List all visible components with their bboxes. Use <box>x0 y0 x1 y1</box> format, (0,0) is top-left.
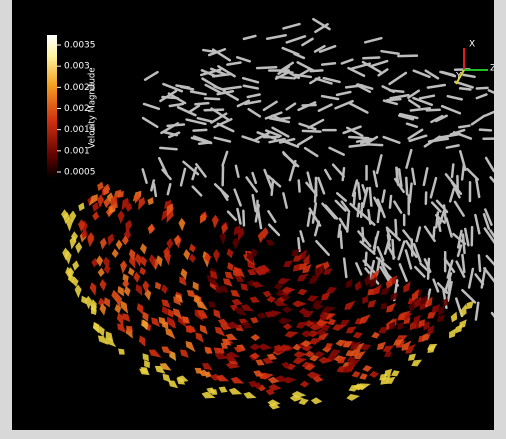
white-glyph <box>243 211 244 226</box>
y-label: Y <box>455 72 462 82</box>
white-glyph <box>341 232 342 248</box>
white-glyph <box>395 220 396 236</box>
colorbar-tick-label: 0.0015 <box>64 125 96 135</box>
white-glyph <box>303 131 320 132</box>
white-glyph <box>358 183 360 199</box>
white-glyph <box>347 214 349 232</box>
white-glyph <box>322 63 335 64</box>
white-glyph <box>393 240 394 259</box>
white-glyph <box>459 126 469 128</box>
white-glyph <box>406 178 407 194</box>
white-glyph <box>354 193 355 205</box>
white-glyph <box>366 253 367 265</box>
colorbar-tick-label: 0.003 <box>64 62 90 72</box>
white-glyph <box>480 130 491 131</box>
white-glyph <box>272 180 273 195</box>
white-glyph <box>477 88 488 89</box>
white-glyph <box>390 196 391 208</box>
white-glyph <box>449 279 450 290</box>
z-label: Z <box>490 64 494 74</box>
white-glyph <box>194 130 207 131</box>
white-glyph <box>349 137 368 138</box>
colorbar-tick-label: 0.002 <box>64 104 90 114</box>
white-glyph <box>370 188 372 206</box>
white-glyph <box>388 235 390 246</box>
screenshot: Velocity Magnitude X Z Y 0.00350.0030.00… <box>0 0 506 439</box>
colorbar-tick-label: 0.0025 <box>64 83 96 93</box>
white-glyph <box>160 148 176 149</box>
colorbar-tick-label: 0.0035 <box>64 41 96 51</box>
white-glyph <box>362 228 363 241</box>
white-glyph <box>339 225 341 237</box>
white-glyph <box>452 165 453 177</box>
white-glyph <box>299 180 300 191</box>
white-glyph <box>195 103 208 104</box>
white-glyph <box>277 77 292 78</box>
white-glyph <box>427 110 440 111</box>
white-glyph <box>412 239 413 255</box>
colorbar <box>47 35 57 178</box>
white-glyph <box>205 110 223 111</box>
render-view: Velocity Magnitude X Z Y 0.00350.0030.00… <box>12 0 494 430</box>
colorbar-tick-label: 0.0005 <box>64 168 96 178</box>
white-glyph <box>298 238 299 251</box>
white-glyph <box>368 144 382 145</box>
colorbar-tick-label: 0.001 <box>64 146 90 156</box>
white-glyph <box>363 57 379 58</box>
white-glyph <box>479 255 480 271</box>
white-glyph <box>205 98 219 99</box>
white-glyph <box>387 99 400 100</box>
white-glyph <box>203 50 213 52</box>
x-label: X <box>469 40 475 50</box>
white-glyph <box>434 227 435 237</box>
white-glyph <box>278 118 289 119</box>
white-glyph <box>396 168 398 185</box>
white-glyph <box>257 67 276 68</box>
white-glyph <box>361 203 362 216</box>
white-glyph <box>199 142 210 143</box>
white-glyph <box>378 207 380 222</box>
white-glyph <box>460 88 470 89</box>
